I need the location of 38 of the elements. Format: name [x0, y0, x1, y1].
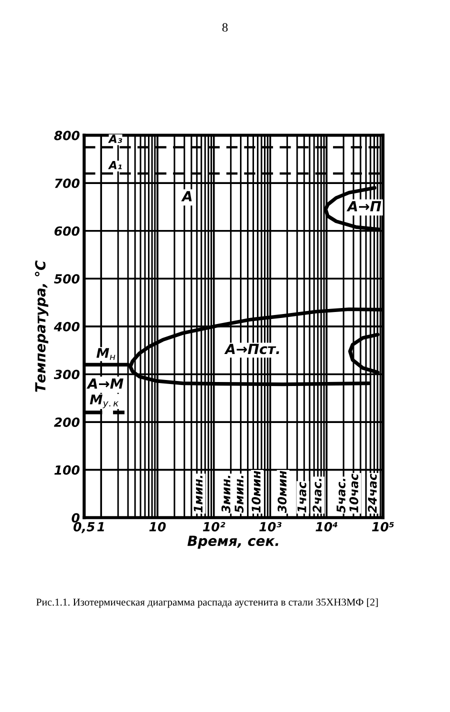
series-label: М$_{н}$ [96, 348, 116, 360]
annotation: 1час [298, 482, 306, 513]
annotation: А→М [86, 378, 124, 389]
ref-line-label: А₁ [108, 161, 122, 170]
x-tick-label: 10⁵ [372, 522, 394, 532]
x-tick-label: 10² [202, 522, 226, 532]
annotation: А→Пст. [224, 344, 280, 354]
y-tick-label: 0 [72, 513, 80, 523]
y-tick-label: 500 [54, 274, 80, 284]
annotation: 24час [368, 474, 377, 513]
annotation: А→П [346, 201, 382, 212]
y-tick-label: 600 [54, 226, 80, 236]
x-axis-title: Время, сек. [188, 536, 278, 549]
annotation: 5мин. [234, 476, 244, 513]
series-label: М$_{у.к}$ [90, 394, 119, 408]
annotation: 10час [349, 474, 358, 513]
y-axis-title: Температура, °C [34, 260, 48, 392]
ref-line-label: А₃ [108, 134, 122, 143]
y-tick-label: 800 [54, 130, 80, 140]
x-tick-label: 10⁴ [316, 522, 338, 532]
y-tick-label: 300 [54, 370, 80, 380]
annotation: 1мин. [194, 476, 202, 513]
x-tick-label: 1 [97, 522, 104, 532]
annotation: 10мин [252, 470, 261, 513]
y-tick-label: 400 [54, 322, 80, 332]
annotation: 2час. [312, 478, 322, 513]
text: 8 [222, 23, 228, 32]
x-tick-label: 0,5 [74, 522, 95, 534]
annotation: 5час. [336, 478, 346, 513]
annotation: 3мин. [221, 476, 230, 514]
x-tick-label: 10³ [259, 522, 282, 532]
annotation: 30мин [278, 470, 287, 514]
y-tick-label: 100 [54, 465, 80, 475]
text: Рис.1.1. Изотермическая диаграмма распада аустенита в стали 35ХН3МФ [2] [36, 598, 378, 608]
y-tick-label: 200 [54, 418, 80, 427]
annotation: А [181, 191, 192, 202]
y-tick-label: 700 [54, 178, 80, 188]
x-tick-label: 10 [149, 522, 166, 532]
